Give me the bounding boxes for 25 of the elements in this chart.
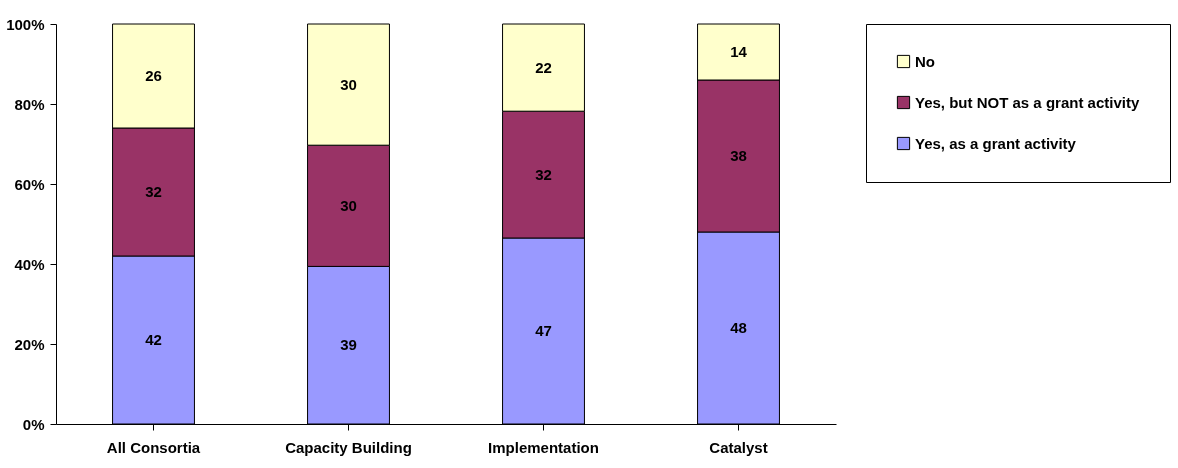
- legend-label: Yes, as a grant activity: [915, 134, 1077, 152]
- data-label: 14: [730, 43, 748, 60]
- data-label: 30: [340, 75, 357, 93]
- y-tick-label: 40%: [14, 255, 45, 273]
- y-tick-label: 80%: [14, 95, 45, 113]
- data-label: 32: [145, 183, 162, 200]
- data-label: 38: [730, 147, 747, 164]
- x-tick-label: Implementation: [488, 438, 599, 456]
- legend-label: No: [915, 52, 935, 70]
- data-label: 30: [340, 196, 357, 214]
- data-label: 22: [535, 58, 552, 76]
- y-tick-label: 20%: [14, 335, 45, 353]
- data-label: 47: [535, 322, 552, 339]
- data-label: 42: [145, 331, 162, 348]
- y-tick-label: 100%: [6, 15, 45, 33]
- data-label: 26: [145, 67, 162, 84]
- data-label: 32: [535, 165, 552, 183]
- x-tick-label: All Consortia: [106, 438, 201, 456]
- legend-label: Yes, but NOT as a grant activity: [915, 93, 1140, 111]
- x-tick-label: Capacity Building: [285, 438, 412, 456]
- y-tick-label: 60%: [14, 175, 45, 193]
- y-tick-label: 0%: [22, 415, 45, 433]
- data-label: 39: [340, 336, 357, 354]
- x-tick-label: Catalyst: [709, 438, 768, 456]
- data-label: 48: [730, 319, 747, 336]
